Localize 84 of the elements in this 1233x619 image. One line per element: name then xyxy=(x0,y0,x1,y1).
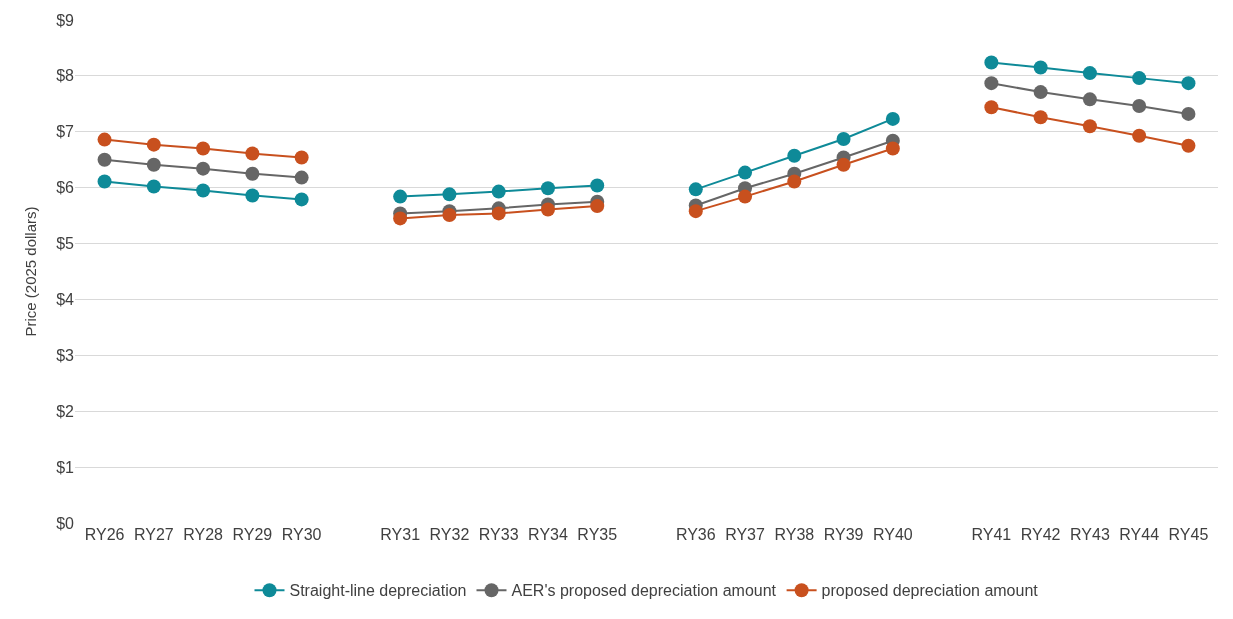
point xyxy=(1132,71,1147,86)
legend-label: Straight-line depreciation xyxy=(289,582,467,600)
x-tick-label: RY44 xyxy=(1119,526,1160,543)
point xyxy=(1082,92,1097,107)
x-tick-label: RY28 xyxy=(183,526,224,543)
point xyxy=(1132,128,1147,143)
y-tick-label: $1 xyxy=(56,458,75,476)
y-tick-label: $3 xyxy=(56,346,75,364)
point xyxy=(1132,99,1147,114)
point xyxy=(738,189,753,204)
point xyxy=(97,174,112,189)
point xyxy=(787,174,802,189)
point xyxy=(393,189,408,204)
x-tick-label: RY32 xyxy=(429,526,470,543)
legend-label: proposed depreciation amount xyxy=(821,582,1039,600)
point xyxy=(97,152,112,167)
point xyxy=(1082,119,1097,134)
point xyxy=(688,204,703,219)
x-tick-label: RY27 xyxy=(133,526,174,543)
point xyxy=(146,157,161,172)
y-tick-label: $2 xyxy=(56,402,75,420)
x-tick-label: RY35 xyxy=(577,526,618,543)
point xyxy=(1033,60,1048,75)
x-tick-label: RY41 xyxy=(971,526,1012,543)
point xyxy=(146,137,161,152)
point xyxy=(442,208,457,223)
point xyxy=(245,146,260,161)
point xyxy=(294,170,309,185)
point xyxy=(590,178,605,193)
point xyxy=(688,182,703,197)
y-tick-label: $0 xyxy=(56,514,75,532)
point xyxy=(146,179,161,194)
point xyxy=(196,141,211,156)
y-tick-label: $4 xyxy=(56,291,75,309)
point xyxy=(97,132,112,147)
point xyxy=(984,55,999,70)
x-tick-label: RY29 xyxy=(232,526,273,543)
point xyxy=(1181,106,1196,121)
y-tick-label: $6 xyxy=(56,179,75,197)
point xyxy=(836,132,851,147)
point xyxy=(984,76,999,91)
legend-label: AER's proposed depreciation amount xyxy=(511,582,777,600)
x-tick-label: RY42 xyxy=(1020,526,1061,543)
point xyxy=(442,187,457,202)
point xyxy=(787,148,802,163)
point xyxy=(836,157,851,172)
x-tick-label: RY34 xyxy=(528,526,568,543)
x-tick-label: RY45 xyxy=(1168,526,1209,543)
y-tick-label: $5 xyxy=(56,235,75,253)
x-tick-label: RY31 xyxy=(380,526,421,543)
y-axis-title: Price (2025 dollars) xyxy=(22,206,40,337)
point xyxy=(245,188,260,203)
x-tick-label: RY30 xyxy=(281,526,322,543)
point xyxy=(1033,85,1048,100)
y-tick-label: $9 xyxy=(56,11,75,29)
point xyxy=(1181,76,1196,91)
point xyxy=(540,202,555,217)
x-tick-label: RY26 xyxy=(84,526,125,543)
point xyxy=(885,141,900,156)
point xyxy=(1181,138,1196,153)
point xyxy=(491,206,506,221)
y-tick-label: $7 xyxy=(56,123,75,141)
x-tick-label: RY33 xyxy=(478,526,519,543)
point xyxy=(393,211,408,226)
point xyxy=(196,161,211,176)
point xyxy=(294,192,309,207)
x-tick-label: RY36 xyxy=(675,526,716,543)
point xyxy=(1033,110,1048,125)
point xyxy=(984,100,999,115)
x-tick-label: RY39 xyxy=(823,526,864,543)
point xyxy=(491,184,506,199)
x-tick-label: RY38 xyxy=(774,526,815,543)
point xyxy=(738,165,753,180)
x-tick-label: RY40 xyxy=(872,526,913,543)
point xyxy=(590,199,605,214)
point xyxy=(196,183,211,198)
x-tick-label: RY37 xyxy=(725,526,765,543)
point xyxy=(540,181,555,196)
point xyxy=(1082,66,1097,81)
point xyxy=(245,166,260,181)
point xyxy=(885,111,900,126)
y-tick-label: $8 xyxy=(56,67,75,85)
point xyxy=(294,150,309,165)
x-tick-label: RY43 xyxy=(1070,526,1110,543)
